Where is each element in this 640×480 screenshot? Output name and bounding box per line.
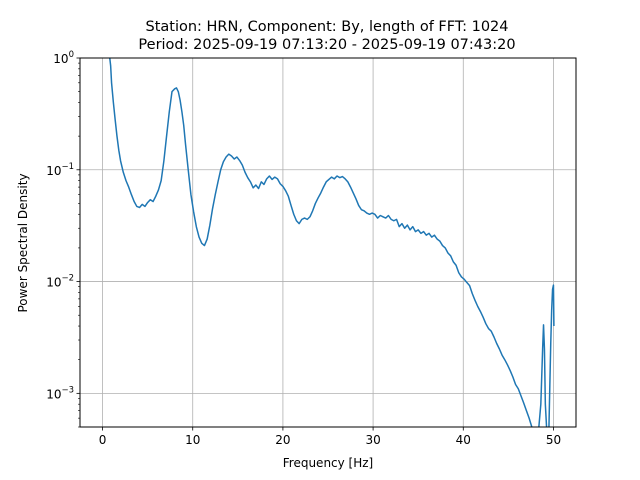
y-tick-label: 100	[53, 50, 74, 66]
x-axis-label: Frequency [Hz]	[283, 456, 374, 470]
chart-subtitle: Period: 2025-09-19 07:13:20 - 2025-09-19…	[138, 37, 515, 53]
series-layer	[109, 58, 555, 427]
x-tick-label: 10	[185, 433, 200, 447]
x-tick-label: 20	[275, 433, 290, 447]
plot-frame	[79, 57, 577, 428]
tick-layer: 0 10 20 30 40 50 100 10−1 10−2 10−3	[46, 50, 561, 447]
y-tick-label: 10−3	[46, 385, 74, 401]
psd-series-line	[109, 58, 555, 427]
x-tick-label: 40	[456, 433, 471, 447]
y-axis-label: Power Spectral Density	[16, 173, 30, 312]
x-tick-label: 30	[365, 433, 380, 447]
y-tick-label: 10−1	[46, 162, 74, 178]
y-tick-label: 10−2	[46, 274, 74, 290]
x-tick-label: 0	[99, 433, 107, 447]
x-tick-label: 50	[546, 433, 561, 447]
chart-title: Station: HRN, Component: By, length of F…	[145, 19, 508, 35]
